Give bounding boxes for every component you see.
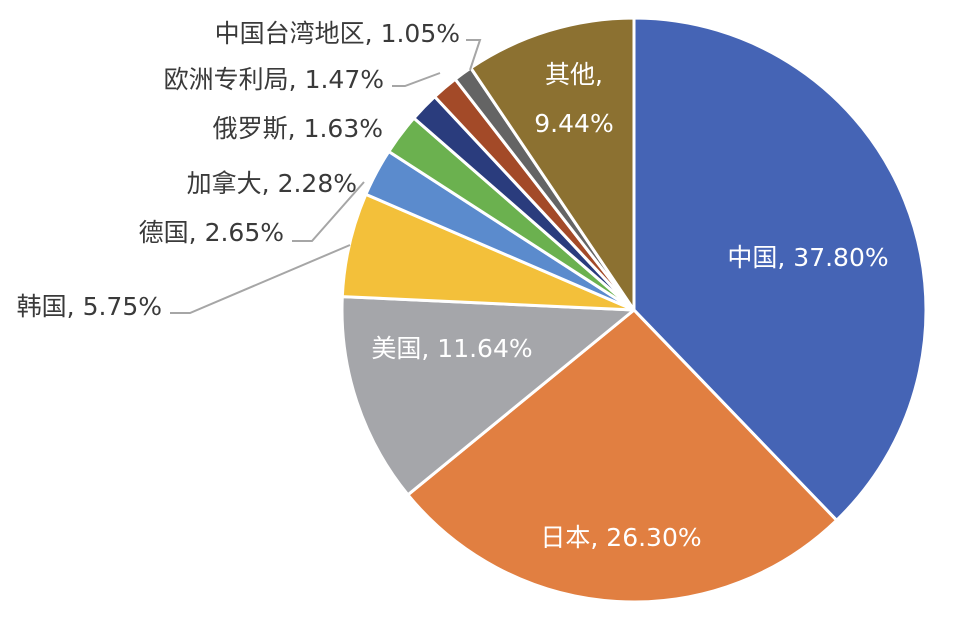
slice-label-other-line2: 9.44% <box>534 109 613 138</box>
pie-slices <box>340 16 928 604</box>
slice-label-usa: 美国, 11.64% <box>371 334 532 363</box>
leader-line-germany <box>292 181 365 242</box>
leader-line-korea <box>170 244 351 314</box>
leader-lines <box>170 39 482 314</box>
slice-label-korea: 韩国, 5.75% <box>17 292 162 321</box>
leader-line-taiwan <box>466 39 482 71</box>
slice-label-other-line1: 其他, <box>545 60 603 89</box>
slice-label-china: 中国, 37.80% <box>727 243 888 272</box>
pie-slice-other <box>469 16 636 312</box>
slice-label-germany: 德国, 2.65% <box>139 218 284 247</box>
pie-slice-usa <box>340 295 636 497</box>
pie-slice-japan <box>406 308 839 604</box>
slice-label-canada: 加拿大, 2.28% <box>187 169 357 198</box>
slice-label-japan: 日本, 26.30% <box>540 523 701 552</box>
slice-labels: 中国, 37.80% 日本, 26.30% 美国, 11.64% 其他, 9.4… <box>17 19 889 552</box>
slice-label-russia: 俄罗斯, 1.63% <box>213 114 383 143</box>
slice-label-taiwan: 中国台湾地区, 1.05% <box>215 19 460 48</box>
slice-label-epo: 欧洲专利局, 1.47% <box>164 65 384 94</box>
leader-line-epo <box>392 72 441 87</box>
pie-slice-china <box>632 16 928 522</box>
